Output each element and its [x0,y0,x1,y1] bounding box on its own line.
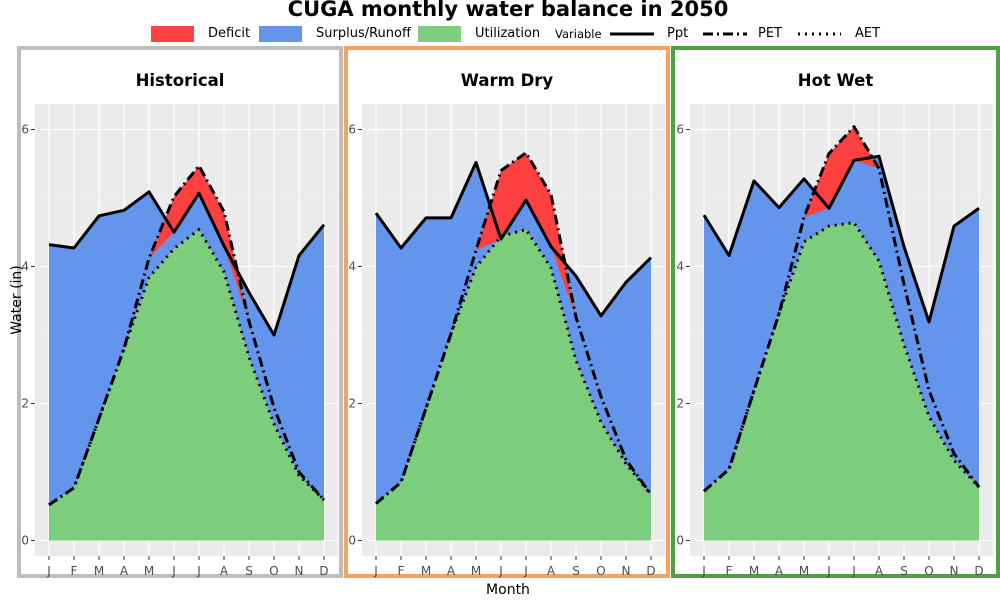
y-tick-label: 0 [676,534,684,548]
area-surplus-runoff [872,156,979,488]
x-tick-label: M [799,564,809,578]
x-tick-label: J [826,564,831,578]
area-surplus-runoff [237,224,324,501]
y-tick-label: 4 [348,260,356,274]
line-pet [375,151,653,505]
legend-label-surplus: Surplus/Runoff [316,26,411,41]
line-ppt [702,154,980,324]
x-tick-label: D [646,564,655,578]
legend-label-deficit: Deficit [208,26,251,41]
legend-key-utilization [418,26,461,42]
x-tick-label: A [547,564,556,578]
legend-label-utilization: Utilization [475,26,541,41]
chart-title: CUGA monthly water balance in 2050 [287,0,729,21]
x-tick-label: A [120,564,129,578]
x-tick-label: J [171,564,176,578]
area-utilization [376,229,651,541]
y-tick-label: 4 [21,260,29,274]
y-tick-label: 2 [676,397,684,411]
x-tick-label: J [373,564,378,578]
y-tick-label: 6 [676,123,684,137]
area-surplus-runoff [564,257,651,495]
x-tick-label: S [245,564,253,578]
x-tick-label: J [46,564,51,578]
area-surplus-runoff [704,178,815,492]
x-tick-label: F [726,564,733,578]
y-tick-label: 6 [21,123,29,137]
legend-key-pet [703,32,747,36]
x-tick-label: N [295,564,304,578]
legend-key-surplus [259,26,302,42]
x-tick-label: O [596,564,605,578]
x-tick-label: J [851,564,856,578]
line-ppt [374,160,653,318]
x-tick-label: D [319,564,328,578]
x-tick-label: S [900,564,908,578]
legend-key-deficit [151,26,194,42]
x-tick-label: A [875,564,884,578]
panel-title-warm-dry: Warm Dry [460,71,554,90]
x-axis-title: Month [486,582,530,598]
panel-title-historical: Historical [135,71,225,90]
x-tick-label: D [974,564,983,578]
x-tick-label: J [196,564,201,578]
legend-key-aet [798,32,841,36]
legend-title-variable: Variable [555,27,602,41]
x-tick-label: J [523,564,528,578]
legend-key-ppt [610,32,654,36]
legend-label-pet: PET [758,26,782,41]
x-tick-label: O [924,564,933,578]
x-tick-label: M [421,564,431,578]
x-tick-label: F [71,564,78,578]
x-tick-label: M [749,564,759,578]
y-tick-label: 0 [21,534,29,548]
panel-title-hot-wet: Hot Wet [797,71,874,90]
y-tick-label: 2 [348,397,356,411]
x-tick-label: N [950,564,959,578]
x-tick-label: O [269,564,278,578]
area-utilization [704,222,979,541]
x-tick-label: J [498,564,503,578]
x-tick-label: A [220,564,229,578]
x-tick-label: N [622,564,631,578]
x-tick-label: S [572,564,580,578]
area-surplus-runoff [49,191,166,505]
line-aet [48,228,326,507]
area-surplus-runoff [376,162,491,504]
x-tick-label: A [775,564,784,578]
x-tick-label: J [701,564,706,578]
x-tick-label: A [447,564,456,578]
y-axis-title: Water (in) [9,265,25,335]
x-tick-label: F [398,564,405,578]
y-tick-label: 6 [348,123,356,137]
area-utilization [49,229,324,541]
y-tick-label: 0 [348,534,356,548]
line-pet [703,125,981,493]
legend-label-aet: AET [855,26,881,41]
legend-label-ppt: Ppt [667,26,689,41]
area-surplus-under-pet [503,200,651,495]
line-pet [48,164,326,507]
y-tick-label: 2 [21,397,29,411]
line-ppt [48,190,326,337]
legend: Deficit Surplus/Runoff Utilization Varia… [0,0,1000,48]
x-tick-label: M [471,564,481,578]
y-tick-label: 4 [676,260,684,274]
x-tick-label: M [144,564,154,578]
x-tick-label: M [94,564,104,578]
